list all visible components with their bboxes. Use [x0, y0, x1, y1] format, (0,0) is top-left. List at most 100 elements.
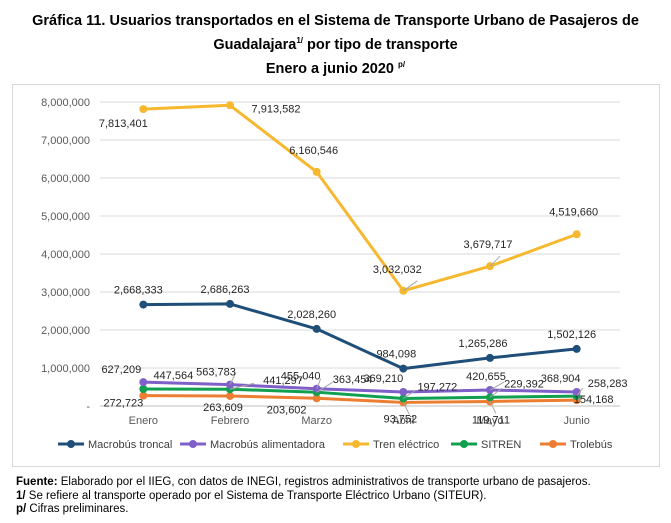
- data-label: 441,297: [263, 375, 303, 387]
- x-tick-label: Mayo: [477, 415, 504, 427]
- label-leader-line: [489, 387, 503, 398]
- data-point: [226, 101, 234, 110]
- data-label: 93,752: [384, 413, 418, 425]
- data-label: 119,711: [472, 414, 510, 426]
- title-line-2: Guadalajara1/ por tipo de transporte: [0, 31, 671, 55]
- data-label: 154,168: [574, 394, 614, 406]
- x-tick-label: Enero: [129, 415, 158, 427]
- footnote-2-text: Cifras preliminares.: [26, 503, 129, 515]
- legend-label: Tren eléctrico: [373, 439, 439, 451]
- data-label: 363,454: [333, 374, 373, 386]
- legend-marker: [67, 440, 75, 448]
- series-line: [143, 380, 577, 394]
- data-point: [399, 387, 408, 396]
- data-label: 368,904: [541, 373, 581, 385]
- label-leader-line: [402, 402, 410, 415]
- legend-marker: [189, 440, 197, 448]
- footnote-1-text: Se refiere al transporte operado por el …: [25, 489, 487, 502]
- data-label: 420,655: [466, 371, 506, 383]
- data-point: [226, 391, 234, 400]
- label-leader-line: [489, 401, 497, 414]
- data-label: 2,686,263: [201, 284, 250, 296]
- title-line-2-rest: por tipo de transporte: [303, 36, 458, 53]
- y-tick-label: 8,000,000: [41, 97, 90, 109]
- data-label: 984,098: [376, 349, 416, 361]
- data-label: 258,283: [588, 378, 628, 390]
- title-line-2-sup: 1/: [296, 36, 303, 45]
- x-tick-label: Marzo: [301, 415, 332, 427]
- data-label: 627,209: [101, 364, 141, 376]
- legend-label: Macrobús alimentadora: [210, 439, 326, 451]
- source-note: Fuente: Elaborado por el IIEG, con datos…: [16, 476, 591, 490]
- data-label: 4,519,660: [549, 206, 598, 218]
- label-leader-line: [229, 382, 255, 390]
- data-point: [139, 105, 148, 114]
- label-leader-line: [316, 378, 322, 389]
- data-point: [139, 384, 148, 393]
- source-text: Elaborado por el IIEG, con datos de INEG…: [57, 476, 591, 488]
- data-point: [139, 378, 148, 387]
- x-tick-label: Junio: [564, 415, 590, 427]
- data-label: 1,265,286: [459, 338, 508, 350]
- series-line: [143, 387, 577, 401]
- footnote-2-label: p/: [16, 503, 27, 515]
- data-point: [139, 300, 148, 309]
- source-label: Fuente:: [16, 476, 58, 488]
- title-line-1: Gráfica 11. Usuarios transportados en el…: [32, 13, 639, 29]
- data-label: 197,272: [417, 382, 457, 394]
- legend-marker: [460, 440, 468, 448]
- legend-marker: [549, 440, 557, 448]
- data-label: 229,392: [504, 378, 544, 390]
- title-line-3-sup: p/: [398, 59, 406, 69]
- data-label: 1,502,126: [547, 329, 596, 341]
- series-line: [143, 302, 577, 371]
- data-point: [572, 344, 581, 353]
- chart-title: Gráfica 11. Usuarios transportados en el…: [0, 12, 671, 79]
- data-label: 3,679,717: [464, 239, 513, 251]
- title-line-3-main: Enero a junio 2020: [265, 60, 399, 77]
- data-label: 563,783: [196, 367, 236, 379]
- data-label: 2,668,333: [114, 285, 163, 297]
- label-leader-line: [403, 280, 418, 292]
- footnote-1-label: 1/: [16, 489, 26, 502]
- data-label: 3,032,032: [373, 264, 422, 276]
- data-label: 2,028,260: [287, 309, 336, 321]
- footnotes: Fuente: Elaborado por el IIEG, con datos…: [16, 476, 591, 517]
- y-tick-label: 6,000,000: [41, 173, 90, 185]
- series-line: [143, 103, 578, 293]
- footnote-1: 1/ Se refiere al transporte operado por …: [16, 490, 591, 504]
- data-point: [399, 364, 408, 373]
- data-label: 6,160,546: [289, 145, 338, 157]
- x-tick-label: Febrero: [211, 415, 250, 427]
- y-tick-label: -: [86, 401, 90, 413]
- legend-marker: [352, 440, 360, 448]
- y-tick-label: 7,000,000: [41, 135, 90, 147]
- label-leader-line: [403, 390, 416, 399]
- data-label: 7,813,401: [99, 118, 148, 130]
- y-tick-label: 3,000,000: [41, 287, 90, 299]
- label-leader-line: [229, 372, 237, 385]
- data-label: 369,210: [363, 373, 403, 385]
- data-label: 263,609: [203, 402, 243, 414]
- data-label: 272,723: [103, 398, 143, 410]
- series-line: [143, 394, 577, 404]
- y-tick-label: 4,000,000: [41, 249, 90, 261]
- label-leader-line: [576, 387, 584, 397]
- data-label: 455,040: [281, 371, 321, 383]
- title-line-2-main: Guadalajara: [213, 36, 297, 53]
- title-line-3: Enero a junio 2020 p/: [0, 55, 671, 79]
- chart-frame: [12, 84, 660, 467]
- data-point: [572, 230, 581, 239]
- y-tick-label: 5,000,000: [41, 211, 90, 223]
- data-label: 447,564: [153, 370, 193, 382]
- label-leader-line: [576, 395, 585, 401]
- y-tick-label: 2,000,000: [41, 325, 90, 337]
- legend-label: SITREN: [481, 439, 521, 451]
- data-label: 7,913,582: [252, 103, 301, 115]
- legend-label: Macrobús troncal: [88, 439, 172, 451]
- data-point: [312, 167, 321, 176]
- data-label: 203,602: [267, 404, 307, 416]
- data-point: [226, 299, 234, 308]
- legend-label: Trolebús: [570, 439, 613, 451]
